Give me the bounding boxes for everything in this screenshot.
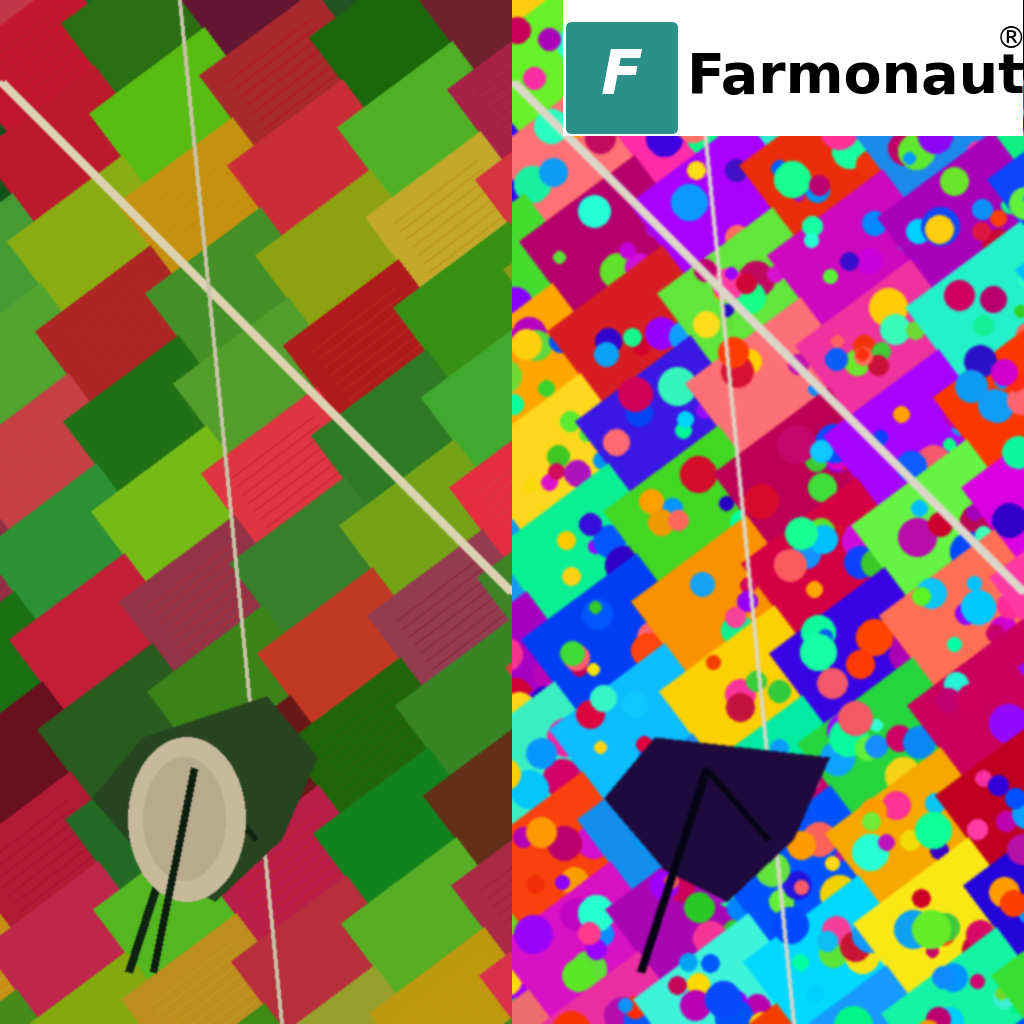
Bar <box>563 0 1023 136</box>
Text: ®: ® <box>995 26 1024 54</box>
Text: F: F <box>601 48 643 108</box>
Text: Farmonaut: Farmonaut <box>687 51 1024 105</box>
FancyBboxPatch shape <box>566 22 678 134</box>
